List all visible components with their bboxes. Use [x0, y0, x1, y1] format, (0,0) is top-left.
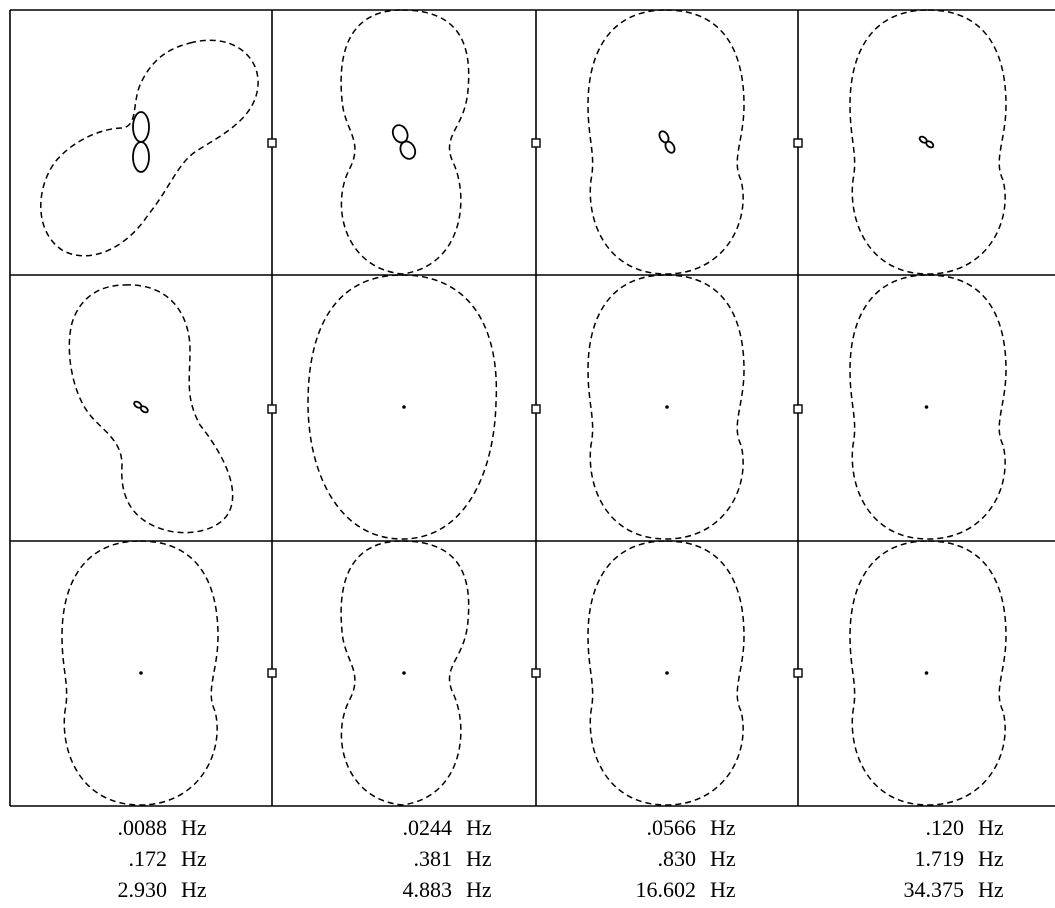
frequency-label: 4.883 Hz — [402, 877, 492, 902]
inner-dot-pattern — [139, 671, 143, 675]
outer-dashed-pattern — [587, 274, 745, 540]
inner-lobe-lower — [139, 405, 149, 414]
square-marker — [793, 138, 803, 148]
polar-pattern-grid — [9, 9, 1055, 807]
square-marker — [531, 404, 541, 414]
outer-dashed-pattern — [61, 540, 219, 806]
frequency-label: .0566 Hz — [646, 815, 736, 840]
pattern-panel — [849, 540, 1007, 806]
square-marker — [531, 668, 541, 678]
pattern-panel — [61, 540, 219, 806]
square-marker — [267, 404, 277, 414]
pattern-panel — [587, 9, 745, 275]
frequency-label: .381 Hz — [413, 846, 492, 871]
inner-lobe-lower — [132, 141, 150, 173]
pattern-panel — [340, 540, 470, 806]
frequency-label: 1.719 Hz — [914, 846, 1004, 871]
inner-dot-pattern — [402, 671, 406, 675]
outer-dashed-pattern — [340, 540, 470, 806]
frequency-label: 2.930 Hz — [117, 877, 207, 902]
frequency-column-2: .0244 Hz .381 Hz 4.883 Hz — [264, 812, 528, 905]
pattern-panel — [849, 9, 1007, 275]
pattern-panel — [587, 274, 745, 540]
outer-dashed-pattern — [40, 39, 259, 257]
square-marker — [531, 138, 541, 148]
square-marker — [267, 668, 277, 678]
inner-dot-pattern — [402, 405, 406, 409]
frequency-label: .0088 Hz — [117, 815, 207, 840]
inner-lobe-lower — [399, 140, 417, 160]
outer-dashed-pattern — [307, 274, 498, 540]
pattern-panel — [307, 274, 498, 540]
panels-group — [40, 9, 1007, 806]
inner-solid-pattern — [391, 124, 417, 160]
pattern-panel — [68, 284, 234, 534]
inner-solid-pattern — [133, 400, 149, 414]
square-markers — [267, 138, 803, 678]
inner-dot-pattern — [924, 671, 929, 675]
frequency-labels: .0088 Hz .172 Hz 2.930 Hz .0244 Hz .381 Hz 4.… — [0, 812, 1055, 908]
pattern-panel — [340, 9, 470, 275]
outer-dashed-pattern — [587, 540, 745, 806]
square-marker — [267, 138, 277, 148]
inner-solid-pattern — [918, 135, 935, 149]
inner-dot-pattern — [665, 671, 669, 675]
inner-lobe-lower — [664, 140, 676, 154]
outer-dashed-pattern — [68, 284, 234, 534]
inner-lobe-upper — [132, 111, 150, 143]
inner-dot-pattern — [924, 405, 929, 409]
outer-dashed-pattern — [849, 274, 1007, 540]
frequency-label: .120 Hz — [925, 815, 1004, 840]
frequency-column-3: .0566 Hz .830 Hz 16.602 Hz — [528, 812, 792, 905]
square-marker — [793, 668, 803, 678]
outer-dashed-pattern — [849, 9, 1007, 275]
pattern-panel — [40, 39, 259, 257]
frequency-column-4: .120 Hz 1.719 Hz 34.375 Hz — [792, 812, 1055, 905]
frequency-label: 34.375 Hz — [903, 877, 1004, 902]
pattern-panel — [849, 274, 1007, 540]
inner-solid-pattern — [658, 130, 676, 154]
inner-lobe-lower — [925, 140, 935, 149]
square-marker — [793, 404, 803, 414]
outer-dashed-pattern — [849, 540, 1007, 806]
frequency-column-1: .0088 Hz .172 Hz 2.930 Hz — [0, 812, 264, 905]
outer-dashed-pattern — [587, 9, 745, 275]
frequency-label: .172 Hz — [128, 846, 207, 871]
frequency-label: .830 Hz — [657, 846, 736, 871]
frequency-label: 16.602 Hz — [635, 877, 736, 902]
pattern-panel — [587, 540, 745, 806]
inner-dot-pattern — [665, 405, 669, 409]
inner-solid-pattern — [132, 111, 150, 173]
frequency-label: .0244 Hz — [402, 815, 492, 840]
outer-dashed-pattern — [340, 9, 470, 275]
